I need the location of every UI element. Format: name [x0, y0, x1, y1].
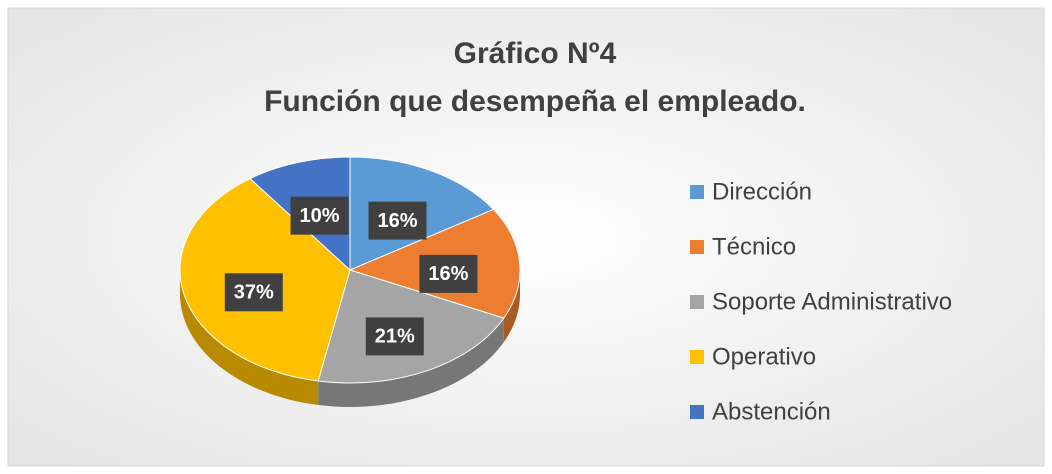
chart-subtitle: Función que desempeña el empleado. — [264, 85, 806, 118]
legend-label: Soporte Administrativo — [712, 288, 952, 315]
chart-title: Gráfico Nº4 — [454, 37, 617, 70]
legend-swatch — [690, 295, 704, 309]
slice-side — [318, 318, 504, 407]
data-label-box — [290, 196, 349, 235]
legend-label: Abstención — [712, 398, 831, 425]
legend-swatch — [690, 240, 704, 254]
data-label: 16% — [428, 263, 468, 285]
slice-side — [180, 270, 319, 405]
legend-label: Dirección — [712, 178, 812, 205]
data-label: 21% — [375, 326, 415, 348]
legend-label: Técnico — [712, 233, 796, 260]
data-label: 10% — [300, 205, 340, 227]
data-label: 37% — [234, 282, 274, 304]
legend-swatch — [690, 185, 704, 199]
legend-swatch — [690, 405, 704, 419]
data-label-box — [419, 254, 478, 293]
chart-background — [7, 7, 1045, 467]
legend-label: Operativo — [712, 343, 816, 370]
data-label-box — [365, 317, 424, 356]
data-label: 16% — [377, 210, 417, 232]
legend-swatch — [690, 350, 704, 364]
data-label-box — [224, 273, 283, 312]
data-label-box — [368, 201, 427, 240]
slice-side — [503, 270, 520, 343]
